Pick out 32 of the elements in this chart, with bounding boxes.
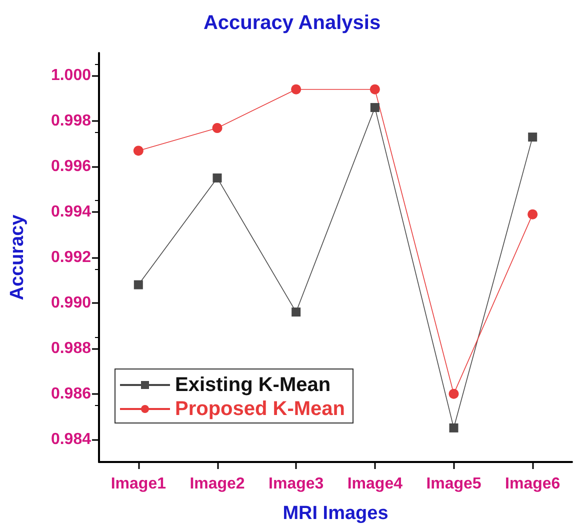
- point: [212, 122, 222, 133]
- point: [528, 209, 538, 220]
- point: [449, 423, 458, 432]
- chart-title: Accuracy Analysis: [203, 12, 381, 34]
- y-tick-label: 0.998: [50, 112, 92, 130]
- y-tick-label: 0.996: [50, 158, 92, 176]
- x-axis-title: MRI Images: [282, 503, 388, 524]
- point: [212, 173, 222, 182]
- y-tick-label: 0.984: [50, 430, 92, 448]
- x-tick-label: Image1: [110, 476, 166, 492]
- y-tick-label: 0.990: [50, 294, 92, 312]
- point: [370, 84, 380, 94]
- point: [134, 280, 143, 290]
- point: [448, 388, 459, 399]
- y-tick-label: 1.000: [50, 67, 92, 84]
- y-tick-label: 0.994: [50, 204, 92, 221]
- y-tick-label: 0.992: [50, 249, 92, 266]
- point: [370, 103, 380, 112]
- point: [291, 84, 302, 94]
- point: [292, 308, 301, 317]
- legend-label: Proposed K-Mean: [175, 398, 346, 420]
- y-axis-title: Accuracy: [7, 214, 28, 300]
- x-tick-label: Image4: [347, 476, 403, 492]
- x-tick-label: Image3: [268, 476, 324, 492]
- x-tick-label: Image6: [505, 476, 560, 492]
- y-tick-label: 0.986: [50, 385, 92, 402]
- x-tick-label: Image2: [190, 476, 245, 492]
- point: [133, 146, 144, 156]
- x-tick-label: Image5: [426, 476, 482, 492]
- legend-label: Existing K-Mean: [175, 374, 331, 396]
- point: [528, 132, 538, 142]
- y-tick-label: 0.988: [50, 340, 92, 357]
